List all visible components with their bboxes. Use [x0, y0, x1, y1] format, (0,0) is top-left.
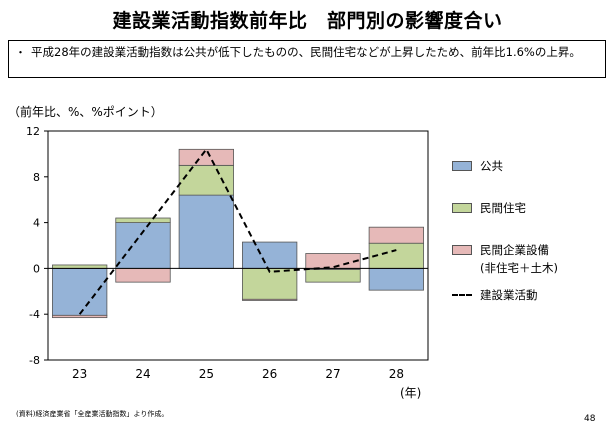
x-tick-label-25: 25	[199, 367, 214, 381]
y-tick-label-2: 4	[33, 217, 40, 230]
bar-2-28	[368, 226, 424, 244]
bar-0-26	[242, 241, 298, 269]
y-tick-label-5: -8	[29, 354, 40, 367]
y-tick-label-1: 8	[33, 171, 40, 184]
x-tick-label-23: 23	[72, 367, 87, 381]
bar-2-25	[178, 148, 234, 166]
page-title: 建設業活動指数前年比 部門別の影響度合い	[112, 10, 503, 32]
page-number: 48	[584, 414, 596, 424]
source-footnote: (資料)経済産業省「全産業活動指数」より作成。	[16, 410, 169, 418]
x-tick-label-27: 27	[325, 367, 340, 381]
legend-label-public: 公共	[480, 159, 503, 173]
year-axis-unit-label: (年)	[400, 386, 422, 400]
bar-2-26	[242, 298, 298, 301]
unit-label: （前年比、%、%ポイント）	[8, 105, 163, 119]
bullet-icon: ・	[15, 46, 26, 59]
bar-1-24	[115, 217, 171, 224]
y-tick-label-0: 12	[26, 125, 40, 138]
legend-swatch-housing	[452, 203, 472, 213]
y-tick-label-4: -4	[29, 308, 40, 321]
bar-0-25	[178, 194, 234, 269]
y-tick-label-3: 0	[33, 262, 40, 275]
bar-2-23	[52, 314, 108, 319]
bar-2-24	[115, 267, 171, 283]
bar-2-27	[305, 253, 361, 269]
bar-1-23	[52, 264, 108, 269]
line-series-activity	[78, 147, 397, 315]
bar-0-23	[52, 267, 108, 316]
bar-0-24	[115, 222, 171, 269]
x-tick-label-28: 28	[389, 367, 404, 381]
x-tick-label-24: 24	[135, 367, 150, 381]
bar-1-25	[178, 164, 234, 196]
plot-frame	[47, 130, 429, 361]
summary-box: ・ 平成28年の建設業活動指数は公共が低下したものの、民間住宅などが上昇したため…	[8, 40, 606, 78]
legend-label-enterprise-sub: (非住宅＋土木)	[480, 261, 558, 275]
legend-label-activity: 建設業活動	[480, 288, 538, 302]
legend-swatch-enterprise	[452, 245, 472, 255]
bar-1-26	[242, 267, 298, 300]
bar-1-27	[305, 269, 361, 283]
legend-line-activity	[452, 294, 472, 296]
x-tick-label-26: 26	[262, 367, 277, 381]
summary-text: 平成28年の建設業活動指数は公共が低下したものの、民間住宅などが上昇したため、前…	[31, 45, 581, 59]
legend-label-enterprise: 民間企業設備	[480, 243, 549, 257]
bar-0-28	[368, 267, 424, 291]
legend-swatch-public	[452, 161, 472, 171]
legend-label-housing: 民間住宅	[480, 201, 526, 215]
